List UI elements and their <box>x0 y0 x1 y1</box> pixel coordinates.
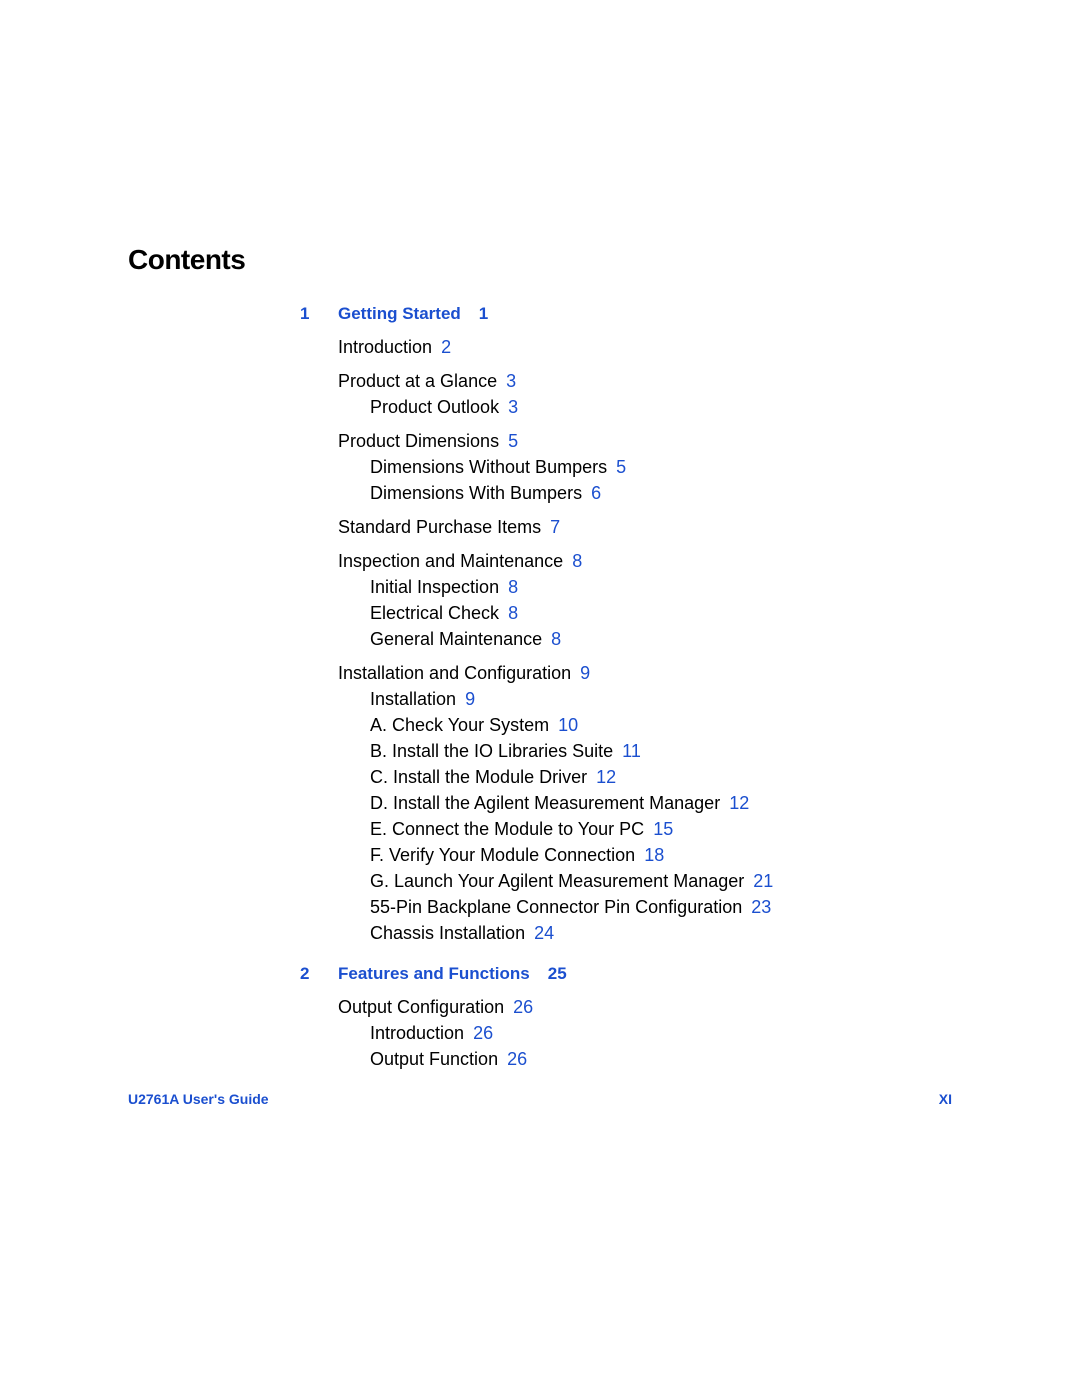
toc-entry-text: Introduction <box>338 337 432 357</box>
footer-guide-title: U2761A User's Guide <box>128 1091 269 1107</box>
toc-entry[interactable]: Inspection and Maintenance 8 <box>338 548 940 574</box>
toc-entry-page: 12 <box>729 793 749 813</box>
toc-entry[interactable]: G. Launch Your Agilent Measurement Manag… <box>370 868 940 894</box>
toc-entry[interactable]: General Maintenance 8 <box>370 626 940 652</box>
toc-entry[interactable]: Standard Purchase Items 7 <box>338 514 940 540</box>
toc-entry-text: D. Install the Agilent Measurement Manag… <box>370 793 720 813</box>
toc-entry[interactable]: Dimensions Without Bumpers 5 <box>370 454 940 480</box>
toc-entry-page: 2 <box>441 337 451 357</box>
toc-entry[interactable]: Initial Inspection 8 <box>370 574 940 600</box>
toc-entry-page: 26 <box>473 1023 493 1043</box>
toc-entry-text: Dimensions With Bumpers <box>370 483 582 503</box>
toc-entry[interactable]: D. Install the Agilent Measurement Manag… <box>370 790 940 816</box>
toc-entry[interactable]: Product Dimensions 5 <box>338 428 940 454</box>
toc-entry-text: C. Install the Module Driver <box>370 767 587 787</box>
toc-entry[interactable]: Introduction 2 <box>338 334 940 360</box>
toc-entry[interactable]: Dimensions With Bumpers 6 <box>370 480 940 506</box>
chapter-number: 1 <box>300 304 338 324</box>
toc-entry-page: 24 <box>534 923 554 943</box>
toc-entry-page: 5 <box>616 457 626 477</box>
toc-entry-page: 6 <box>591 483 601 503</box>
toc-entry-page: 8 <box>508 577 518 597</box>
toc-entry-page: 5 <box>508 431 518 451</box>
toc-entry[interactable]: Product at a Glance 3 <box>338 368 940 394</box>
toc-entry-page: 23 <box>751 897 771 917</box>
toc-entry[interactable]: Installation 9 <box>370 686 940 712</box>
toc-entry-text: Installation <box>370 689 456 709</box>
toc-entry-text: Installation and Configuration <box>338 663 571 683</box>
toc-entry-text: Standard Purchase Items <box>338 517 541 537</box>
toc-entry-page: 21 <box>753 871 773 891</box>
chapter-title: Features and Functions <box>338 964 530 983</box>
toc-entry[interactable]: A. Check Your System 10 <box>370 712 940 738</box>
toc-entry[interactable]: Introduction 26 <box>370 1020 940 1046</box>
chapter-heading[interactable]: 2Features and Functions 25 <box>300 964 940 984</box>
toc-entry-text: Product at a Glance <box>338 371 497 391</box>
toc-entry-page: 3 <box>508 397 518 417</box>
chapter-page: 25 <box>548 964 567 983</box>
toc-entry-text: A. Check Your System <box>370 715 549 735</box>
toc-entry-text: General Maintenance <box>370 629 542 649</box>
toc-entry-page: 18 <box>644 845 664 865</box>
chapter-number: 2 <box>300 964 338 984</box>
page-footer: U2761A User's Guide XI <box>128 1091 952 1107</box>
toc-entry-text: Initial Inspection <box>370 577 499 597</box>
toc-entry-page: 12 <box>596 767 616 787</box>
chapter-heading[interactable]: 1Getting Started1 <box>300 304 940 324</box>
toc-entry-text: G. Launch Your Agilent Measurement Manag… <box>370 871 744 891</box>
toc-entry[interactable]: F. Verify Your Module Connection 18 <box>370 842 940 868</box>
footer-page-number: XI <box>939 1091 952 1107</box>
toc-entry-page: 8 <box>551 629 561 649</box>
toc-entry-page: 8 <box>572 551 582 571</box>
toc-entry[interactable]: Product Outlook 3 <box>370 394 940 420</box>
toc-entry-text: Output Configuration <box>338 997 504 1017</box>
toc-entry[interactable]: C. Install the Module Driver 12 <box>370 764 940 790</box>
toc-entry-text: Product Outlook <box>370 397 499 417</box>
toc-entry[interactable]: 55-Pin Backplane Connector Pin Configura… <box>370 894 940 920</box>
toc-entry-text: E. Connect the Module to Your PC <box>370 819 644 839</box>
toc-entry[interactable]: Installation and Configuration 9 <box>338 660 940 686</box>
toc-entry-page: 8 <box>508 603 518 623</box>
toc-entry-text: Output Function <box>370 1049 498 1069</box>
toc-entry[interactable]: Electrical Check 8 <box>370 600 940 626</box>
toc-entry-page: 3 <box>506 371 516 391</box>
table-of-contents: 1Getting Started1Introduction 2Product a… <box>300 296 940 1072</box>
toc-entry-page: 26 <box>513 997 533 1017</box>
toc-entry[interactable]: Chassis Installation 24 <box>370 920 940 946</box>
toc-entry-page: 7 <box>550 517 560 537</box>
toc-entry-page: 15 <box>653 819 673 839</box>
page-title: Contents <box>128 244 245 276</box>
toc-entry-text: Introduction <box>370 1023 464 1043</box>
toc-entry[interactable]: Output Function 26 <box>370 1046 940 1072</box>
toc-entry-page: 9 <box>580 663 590 683</box>
toc-entry-page: 9 <box>465 689 475 709</box>
toc-entry-text: F. Verify Your Module Connection <box>370 845 635 865</box>
toc-entry-text: B. Install the IO Libraries Suite <box>370 741 613 761</box>
toc-entry-text: Inspection and Maintenance <box>338 551 563 571</box>
toc-entry-text: Product Dimensions <box>338 431 499 451</box>
toc-entry[interactable]: Output Configuration 26 <box>338 994 940 1020</box>
toc-entry-text: Electrical Check <box>370 603 499 623</box>
toc-entry-page: 11 <box>622 741 641 761</box>
chapter-page: 1 <box>479 304 488 323</box>
toc-entry[interactable]: B. Install the IO Libraries Suite 11 <box>370 738 940 764</box>
chapter-title: Getting Started <box>338 304 461 323</box>
toc-entry-page: 26 <box>507 1049 527 1069</box>
toc-entry-text: 55-Pin Backplane Connector Pin Configura… <box>370 897 742 917</box>
toc-entry-text: Chassis Installation <box>370 923 525 943</box>
toc-entry[interactable]: E. Connect the Module to Your PC 15 <box>370 816 940 842</box>
toc-entry-text: Dimensions Without Bumpers <box>370 457 607 477</box>
toc-entry-page: 10 <box>558 715 578 735</box>
